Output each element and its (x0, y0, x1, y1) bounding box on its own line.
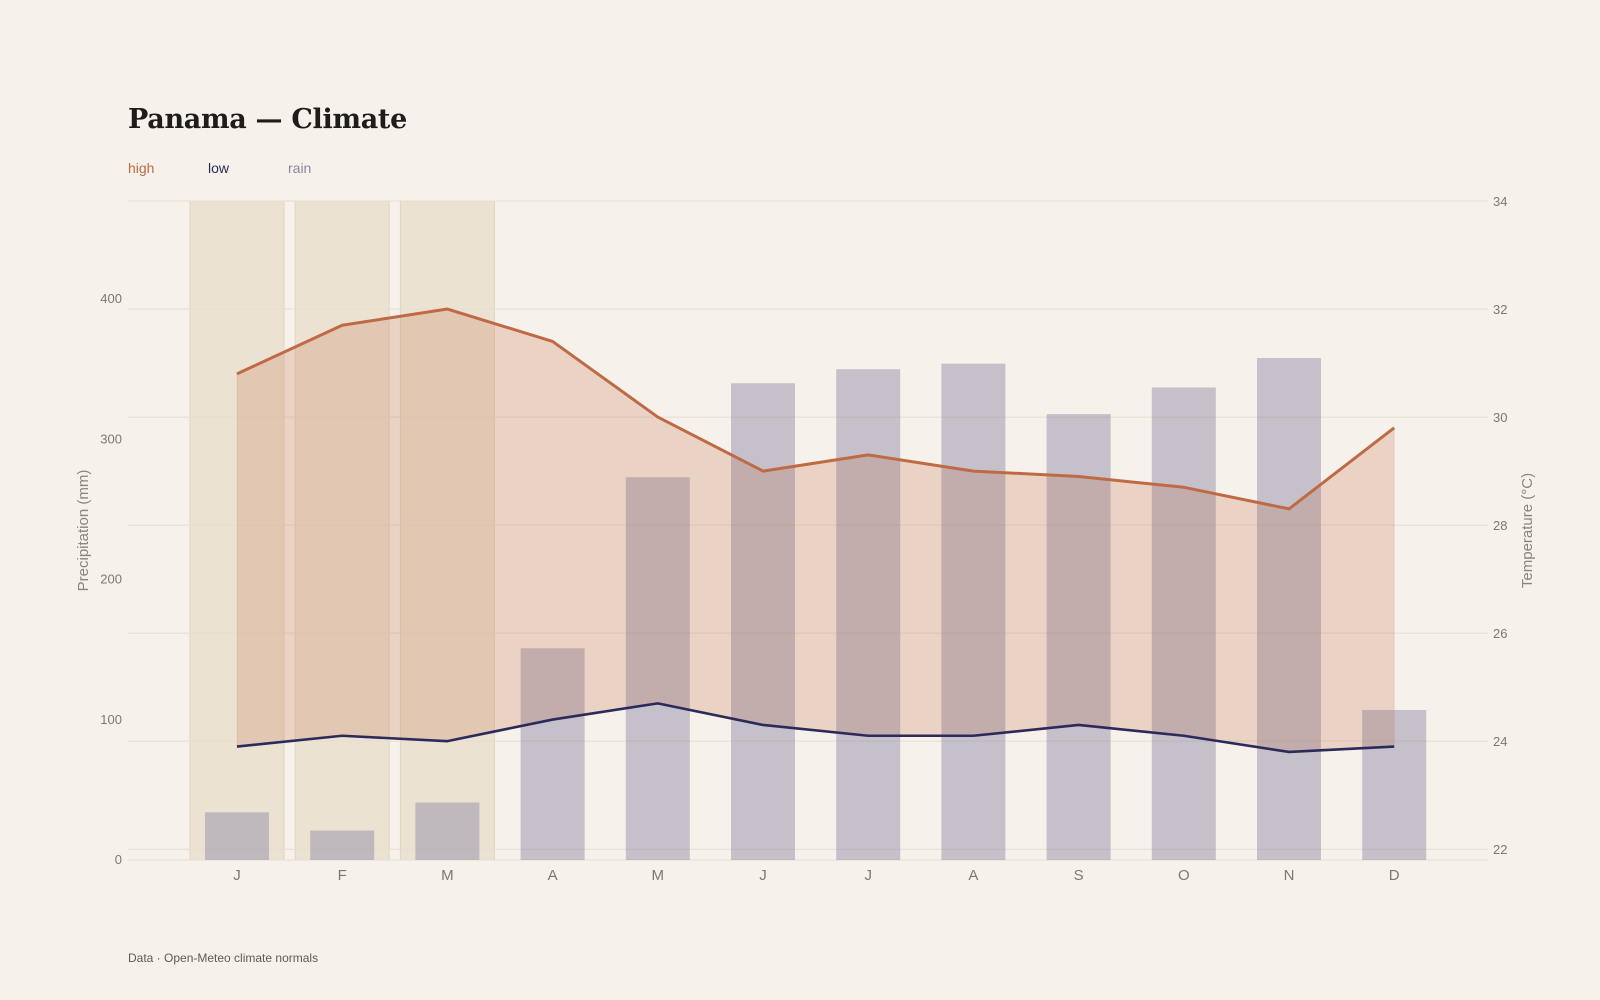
rain-bar (520, 648, 585, 860)
y-left-tick-label: 200 (100, 572, 122, 587)
x-tick-label: A (548, 867, 558, 884)
x-tick-label: D (1389, 867, 1400, 884)
y-right-axis-title: Temperature (°C) (1519, 473, 1536, 588)
rain-bar (1362, 709, 1427, 860)
legend-high: high (128, 160, 155, 176)
rain-bar (625, 477, 690, 860)
y-right-tick-label: 32 (1493, 302, 1507, 317)
x-tick-label: O (1178, 867, 1190, 884)
x-tick-label: J (759, 867, 767, 884)
rain-bar (415, 802, 480, 860)
rain-bar (310, 830, 375, 860)
y-left-tick-label: 0 (115, 852, 122, 867)
temperature-range-area (236, 308, 1395, 753)
y-right-tick-label: 34 (1493, 194, 1507, 209)
y-right-tick-label: 28 (1493, 518, 1507, 533)
highlight-band (189, 200, 285, 861)
rain-bar (941, 363, 1006, 860)
y-left-axis-title: Precipitation (mm) (75, 470, 92, 592)
high-temperature-line (236, 307, 1396, 511)
x-tick-label: F (338, 867, 347, 884)
y-right-tick-label: 30 (1493, 410, 1507, 425)
y-left-tick-label: 100 (100, 712, 122, 727)
data-source-footer: Data · Open-Meteo climate normals (128, 951, 319, 965)
rain-bar (731, 383, 795, 860)
rain-bar (205, 812, 269, 860)
y-right-tick-label: 22 (1493, 842, 1507, 857)
x-tick-label: A (968, 867, 978, 884)
x-tick-label: M (652, 867, 665, 884)
rain-bar (1046, 414, 1111, 860)
legend-rain: rain (288, 160, 312, 176)
x-tick-label: N (1284, 867, 1295, 884)
y-left-tick-label: 300 (100, 431, 122, 446)
x-tick-label: J (233, 867, 241, 884)
legend-low: low (208, 160, 230, 176)
y-right-tick-label: 24 (1493, 734, 1507, 749)
x-tick-label: S (1074, 867, 1084, 884)
highlight-band (294, 200, 390, 861)
x-tick-label: M (441, 867, 454, 884)
y-left-tick-label: 400 (100, 291, 122, 306)
rain-bar (836, 369, 901, 860)
rain-bar (1257, 358, 1321, 860)
y-right-tick-label: 26 (1493, 626, 1507, 641)
low-temperature-line (236, 702, 1395, 754)
chart-title: Panama — Climate (128, 104, 407, 135)
x-tick-label: J (864, 867, 872, 884)
highlight-band (399, 200, 495, 861)
rain-bar (1151, 387, 1216, 860)
